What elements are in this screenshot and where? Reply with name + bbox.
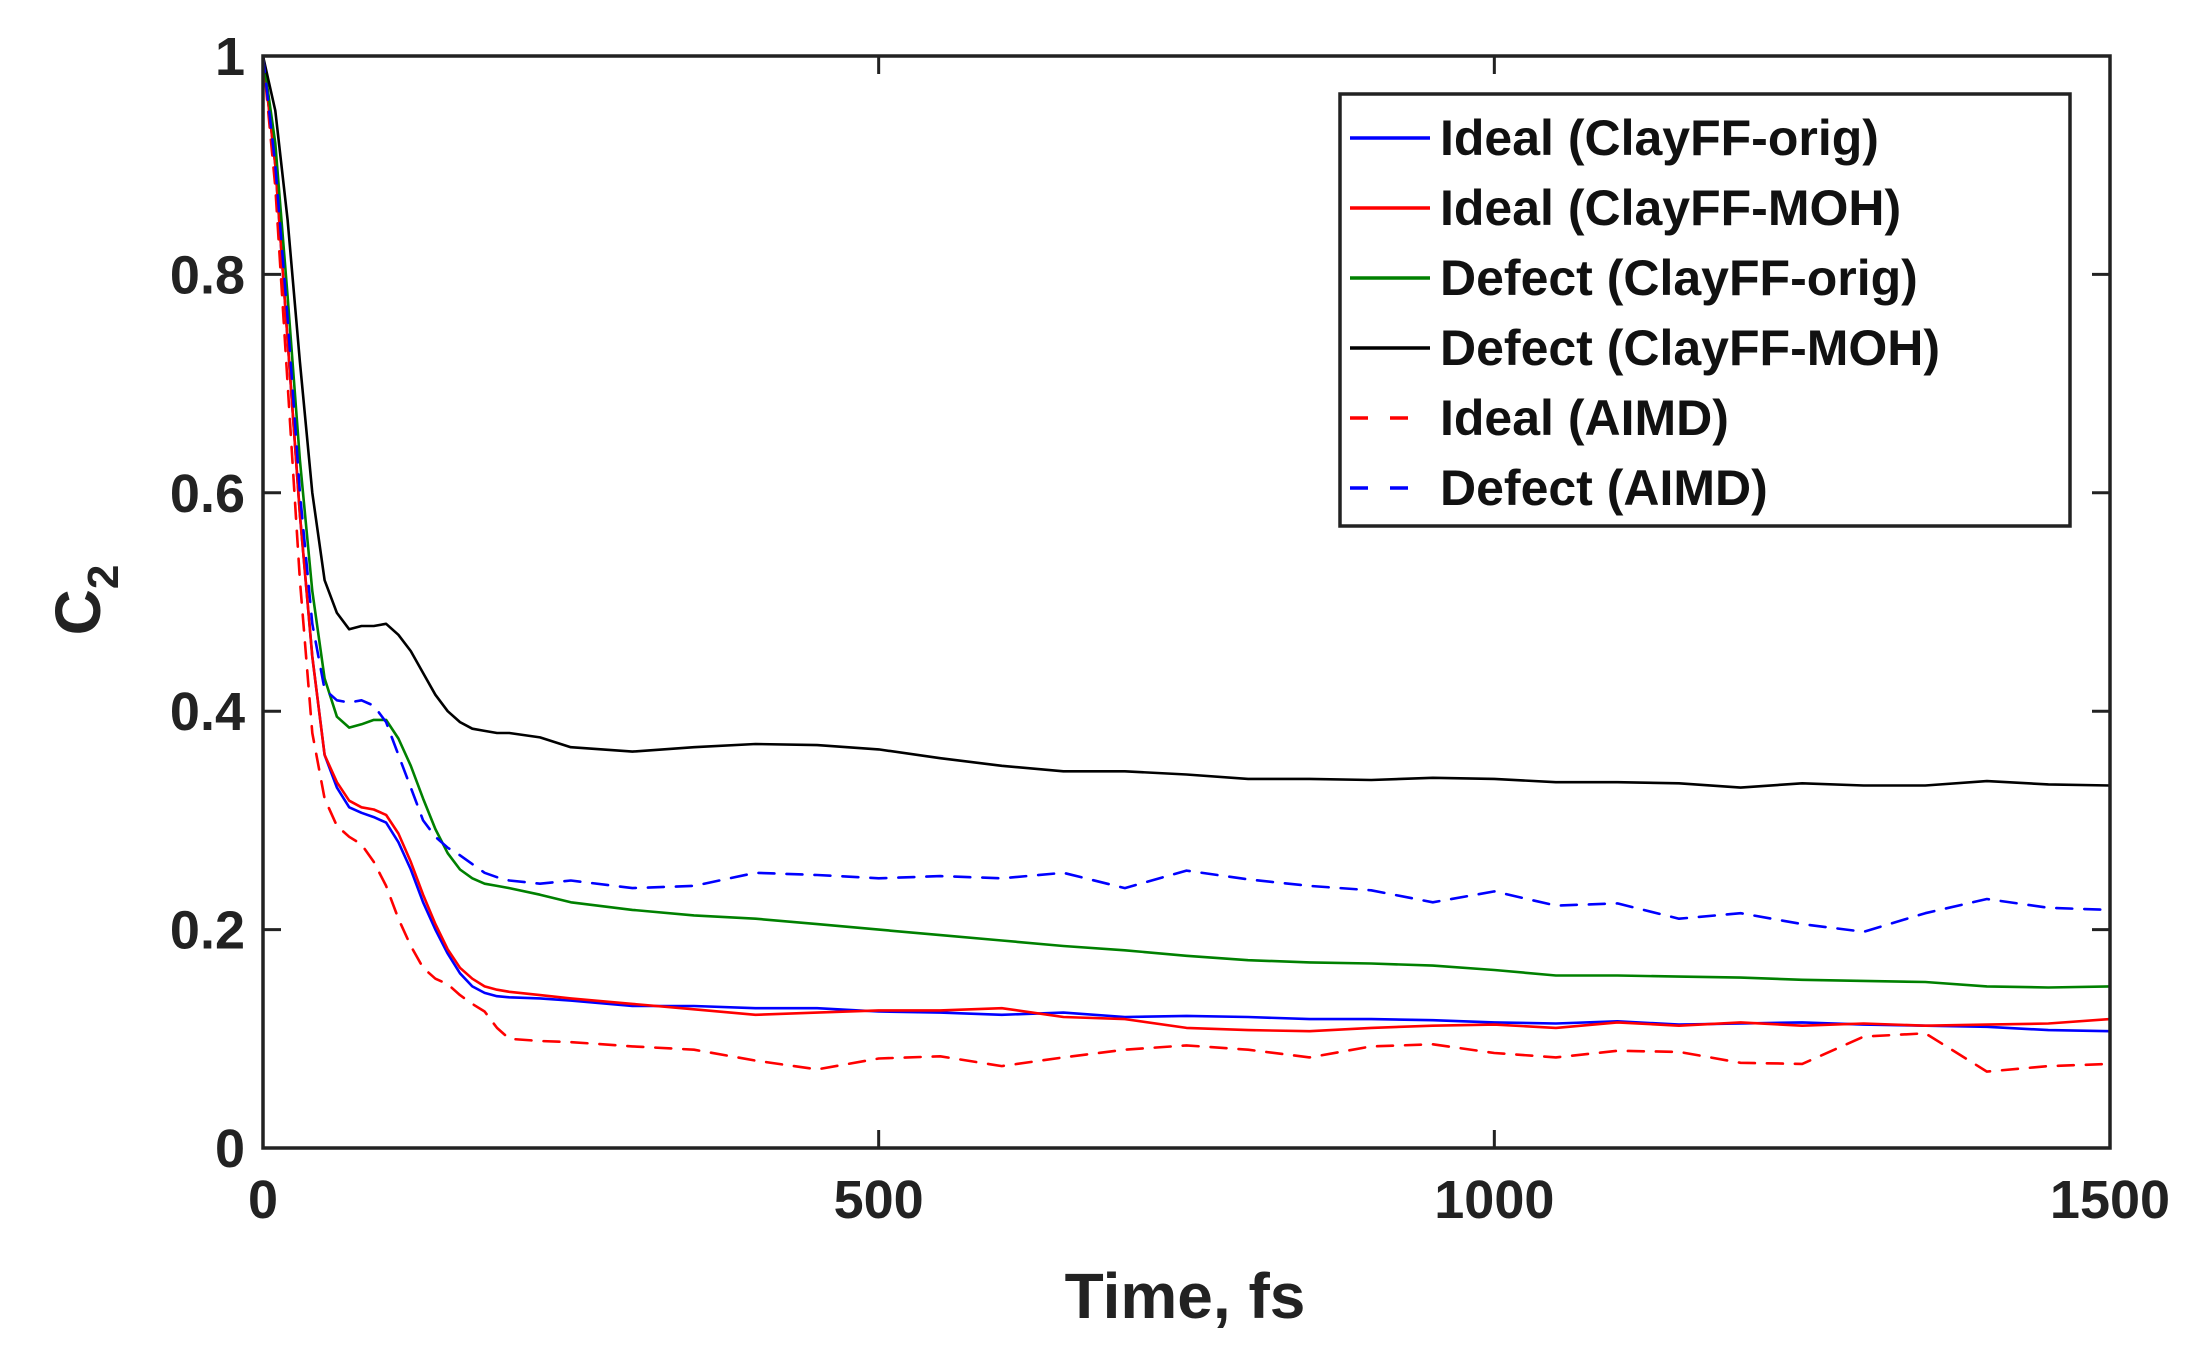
x-tick-label: 1000 xyxy=(1434,1170,1554,1230)
y-tick-label: 0.6 xyxy=(170,464,245,524)
legend-label: Defect (ClayFF-MOH) xyxy=(1440,320,1940,376)
series-line-5 xyxy=(261,54,2112,1073)
y-axis-title-main: C xyxy=(42,589,114,635)
series-line-4 xyxy=(261,54,2112,789)
legend-label: Ideal (ClayFF-MOH) xyxy=(1440,180,1901,236)
x-tick-label: 1500 xyxy=(2050,1170,2170,1230)
y-tick-label: 0 xyxy=(215,1119,245,1179)
plot-frame xyxy=(261,54,2112,1150)
x-tick-label: 500 xyxy=(834,1170,924,1230)
y-tick-label: 0.4 xyxy=(170,682,245,742)
y-tick-label: 0.2 xyxy=(170,901,245,961)
x-axis-title: Time, fs xyxy=(1065,1260,1306,1332)
legend: Ideal (ClayFF-orig) Ideal (ClayFF-MOH) Def… xyxy=(1338,92,2072,528)
x-tick-label: 0 xyxy=(248,1170,278,1230)
tick-labels: 0 500 1000 1500 0 0.2 0.4 0.6 0.8 1 xyxy=(170,27,2170,1230)
legend-entries: Ideal (ClayFF-orig) Ideal (ClayFF-MOH) Def… xyxy=(1350,110,1940,516)
series-line-6 xyxy=(261,54,2112,934)
y-tick-label: 1 xyxy=(215,27,245,87)
y-tick-label: 0.8 xyxy=(170,245,245,305)
y-axis-title: C2 xyxy=(42,565,128,636)
series-line-2 xyxy=(261,54,2112,1033)
series-lines xyxy=(261,54,2112,1073)
legend-box xyxy=(1338,92,2072,528)
y-axis-title-subscript: 2 xyxy=(79,565,128,589)
series-line-3 xyxy=(261,54,2112,989)
legend-label: Defect (AIMD) xyxy=(1440,460,1768,516)
legend-label: Defect (ClayFF-orig) xyxy=(1440,250,1918,306)
legend-label: Ideal (AIMD) xyxy=(1440,390,1729,446)
legend-label: Ideal (ClayFF-orig) xyxy=(1440,110,1879,166)
